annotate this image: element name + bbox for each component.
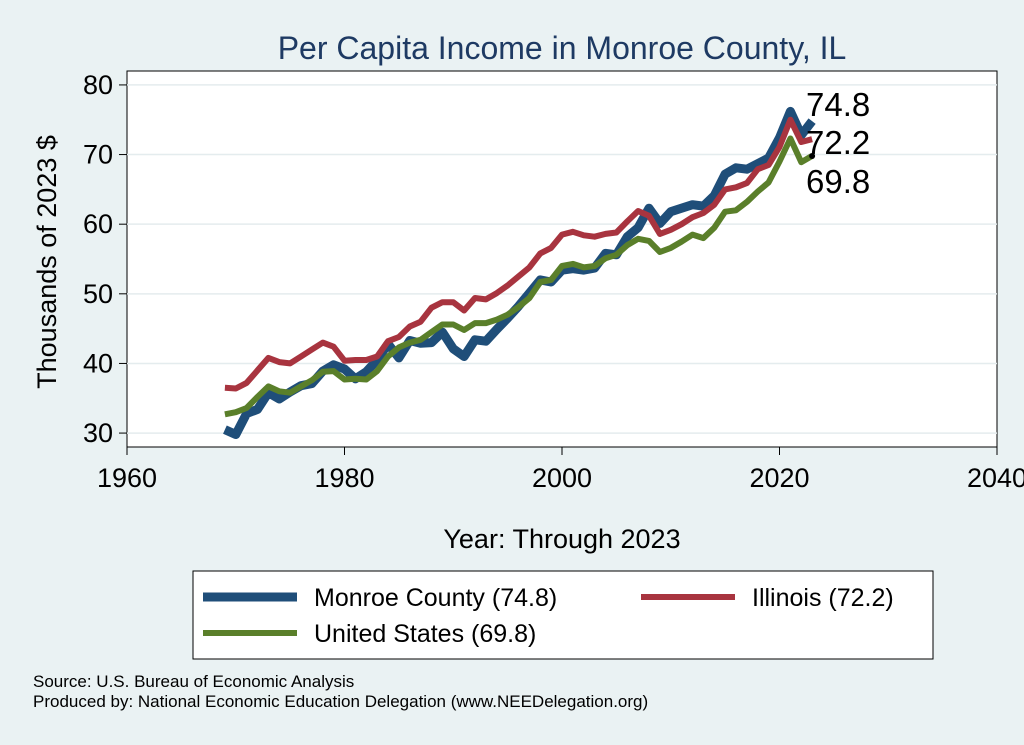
- axes: 30 40 50 60 70 80 1960 1980 2000 2020 2040: [83, 70, 1024, 493]
- x-axis-title: Year: Through 2023: [443, 524, 680, 554]
- y-tick-label: 30: [83, 418, 113, 448]
- legend-box: [192, 570, 934, 660]
- end-label: 69.8: [806, 163, 870, 200]
- y-tick-label: 50: [83, 279, 113, 309]
- y-tick-label: 80: [83, 70, 113, 100]
- x-tick-label: 1960: [97, 463, 157, 493]
- x-tick-label: 2040: [967, 463, 1024, 493]
- x-tick-label: 2020: [749, 463, 809, 493]
- grid-lines: [127, 84, 997, 434]
- end-labels: 74.872.269.8: [806, 86, 870, 200]
- end-point-dot: [809, 152, 816, 159]
- x-tick-label: 2000: [532, 463, 592, 493]
- produced-by-note: Produced by: National Economic Education…: [33, 692, 648, 711]
- series-line-us: [224, 135, 814, 418]
- y-tick-label: 40: [83, 348, 113, 378]
- x-tick-label: 1980: [314, 463, 374, 493]
- end-label: 74.8: [806, 86, 870, 123]
- y-tick-label: 70: [83, 140, 113, 170]
- legend-label-us: United States (69.8): [314, 620, 536, 648]
- legend-label-illinois: Illinois (72.2): [752, 584, 894, 612]
- y-axis-title: Thousands of 2023 $: [32, 135, 62, 389]
- source-note: Source: U.S. Bureau of Economic Analysis: [33, 672, 354, 691]
- plot-area: [126, 70, 998, 448]
- y-tick-label: 60: [83, 209, 113, 239]
- legend-label-monroe: Monroe County (74.8): [314, 584, 557, 612]
- legend: Monroe County (74.8) Illinois (72.2) Uni…: [192, 570, 934, 660]
- end-label: 72.2: [806, 124, 870, 161]
- series-line-illinois: [224, 116, 813, 392]
- series-lines: [223, 106, 816, 439]
- chart-title: Per Capita Income in Monroe County, IL: [278, 30, 847, 66]
